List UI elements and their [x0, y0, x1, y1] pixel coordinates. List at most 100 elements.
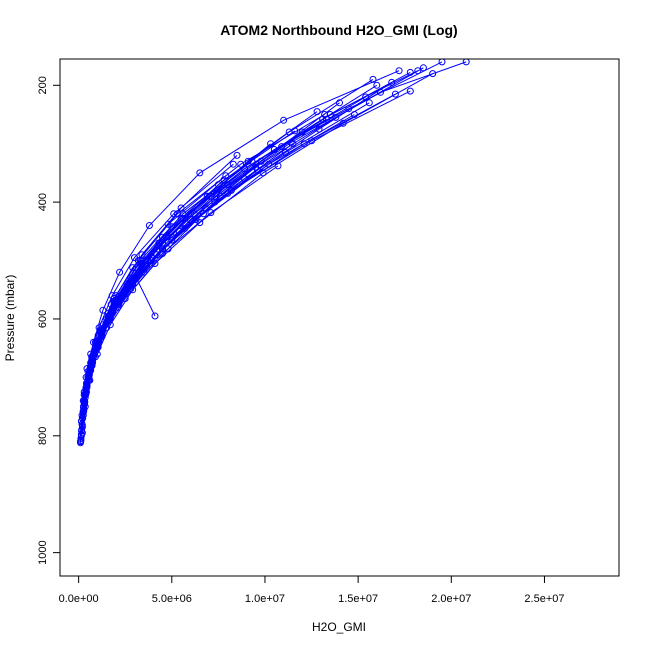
series-14: [86, 111, 358, 375]
x-axis-label: H2O_GMI: [312, 620, 366, 634]
data-point: [177, 215, 185, 222]
data-point: [237, 160, 245, 168]
data-point: [164, 220, 172, 228]
x-tick-label: 2.0e+07: [431, 593, 471, 605]
data-point: [229, 160, 237, 168]
data-point: [83, 380, 91, 388]
data-point: [274, 162, 282, 170]
data-point: [196, 169, 204, 177]
data-point: [438, 59, 446, 66]
x-tick-label: 1.0e+07: [245, 593, 285, 605]
data-point: [280, 116, 288, 124]
data-point: [129, 264, 137, 272]
data-point: [151, 312, 159, 320]
data-point: [291, 127, 299, 135]
series-16: [88, 67, 422, 370]
data-point: [131, 254, 138, 262]
series-line: [86, 81, 392, 387]
data-point: [365, 99, 373, 107]
series-line: [81, 143, 294, 433]
series-24: [82, 90, 399, 396]
series-line: [80, 70, 400, 439]
data-point: [80, 404, 87, 412]
series-layer: [77, 59, 470, 447]
series-line: [90, 165, 279, 371]
data-point: [377, 88, 384, 96]
series-line: [81, 114, 325, 431]
series-line: [81, 118, 327, 432]
data-point: [373, 81, 381, 89]
series-line: [91, 70, 419, 366]
series-line: [89, 114, 355, 372]
series-line: [80, 61, 443, 442]
data-point: [233, 151, 241, 159]
data-point: [406, 87, 414, 95]
data-point: [414, 67, 422, 75]
series-line: [85, 84, 378, 390]
series-18: [78, 93, 370, 431]
data-point: [419, 64, 427, 72]
series-line: [82, 67, 424, 416]
series-line: [83, 71, 411, 412]
data-point: [112, 296, 120, 304]
series-line: [81, 61, 467, 426]
y-tick-label: 1000: [37, 540, 49, 564]
data-point: [241, 165, 248, 173]
y-tick-label: 800: [37, 427, 49, 445]
series-20: [79, 64, 427, 419]
series-line: [80, 175, 227, 435]
data-point: [78, 427, 86, 435]
data-point: [137, 260, 145, 267]
data-point: [369, 75, 377, 83]
data-point: [159, 250, 166, 257]
data-point: [94, 343, 102, 351]
series-10: [78, 111, 329, 434]
data-point: [170, 210, 178, 218]
y-tick-label: 400: [37, 193, 49, 211]
series-21: [81, 99, 373, 402]
x-tick-label: 0.0e+00: [59, 593, 99, 605]
series-line: [88, 73, 433, 381]
y-tick-label: 600: [37, 310, 49, 328]
data-point: [151, 260, 159, 267]
data-point: [196, 219, 204, 227]
data-point: [332, 113, 340, 121]
chart-title: ATOM2 Northbound H2O_GMI (Log): [220, 22, 457, 38]
y-axis-label: Pressure (mbar): [3, 275, 17, 362]
series-line: [82, 160, 253, 419]
series-line: [81, 96, 366, 428]
plot-area: [59, 58, 620, 577]
data-point: [391, 90, 399, 98]
data-point: [429, 70, 437, 78]
x-tick-label: 2.5e+07: [524, 593, 564, 605]
data-point: [300, 140, 308, 148]
x-tick-label: 1.5e+07: [338, 593, 378, 605]
data-point: [77, 431, 85, 439]
series-line: [81, 78, 374, 425]
data-point: [87, 366, 95, 374]
y-axis: 200 400 600 800 1000: [37, 76, 60, 565]
series-line: [84, 102, 370, 398]
series-13: [77, 87, 414, 444]
series-3: [77, 67, 403, 443]
series-12: [80, 108, 321, 413]
series-line: [86, 130, 296, 385]
data-point: [88, 355, 96, 363]
data-point: [207, 209, 215, 217]
x-axis: 0.0e+00 5.0e+06 1.0e+07 1.5e+07 2.0e+07 2.5e+…: [59, 576, 565, 605]
data-point: [220, 176, 228, 184]
data-point: [127, 285, 135, 293]
data-point: [168, 236, 176, 244]
data-point: [323, 115, 330, 123]
series-line: [85, 93, 396, 393]
series-29: [87, 162, 282, 374]
data-point: [313, 108, 321, 116]
data-point: [77, 439, 84, 447]
data-point: [106, 314, 114, 322]
data-point: [252, 163, 260, 171]
y-tick-label: 200: [37, 76, 49, 94]
data-point: [339, 119, 347, 127]
data-point: [145, 222, 153, 229]
series-19: [83, 78, 396, 390]
